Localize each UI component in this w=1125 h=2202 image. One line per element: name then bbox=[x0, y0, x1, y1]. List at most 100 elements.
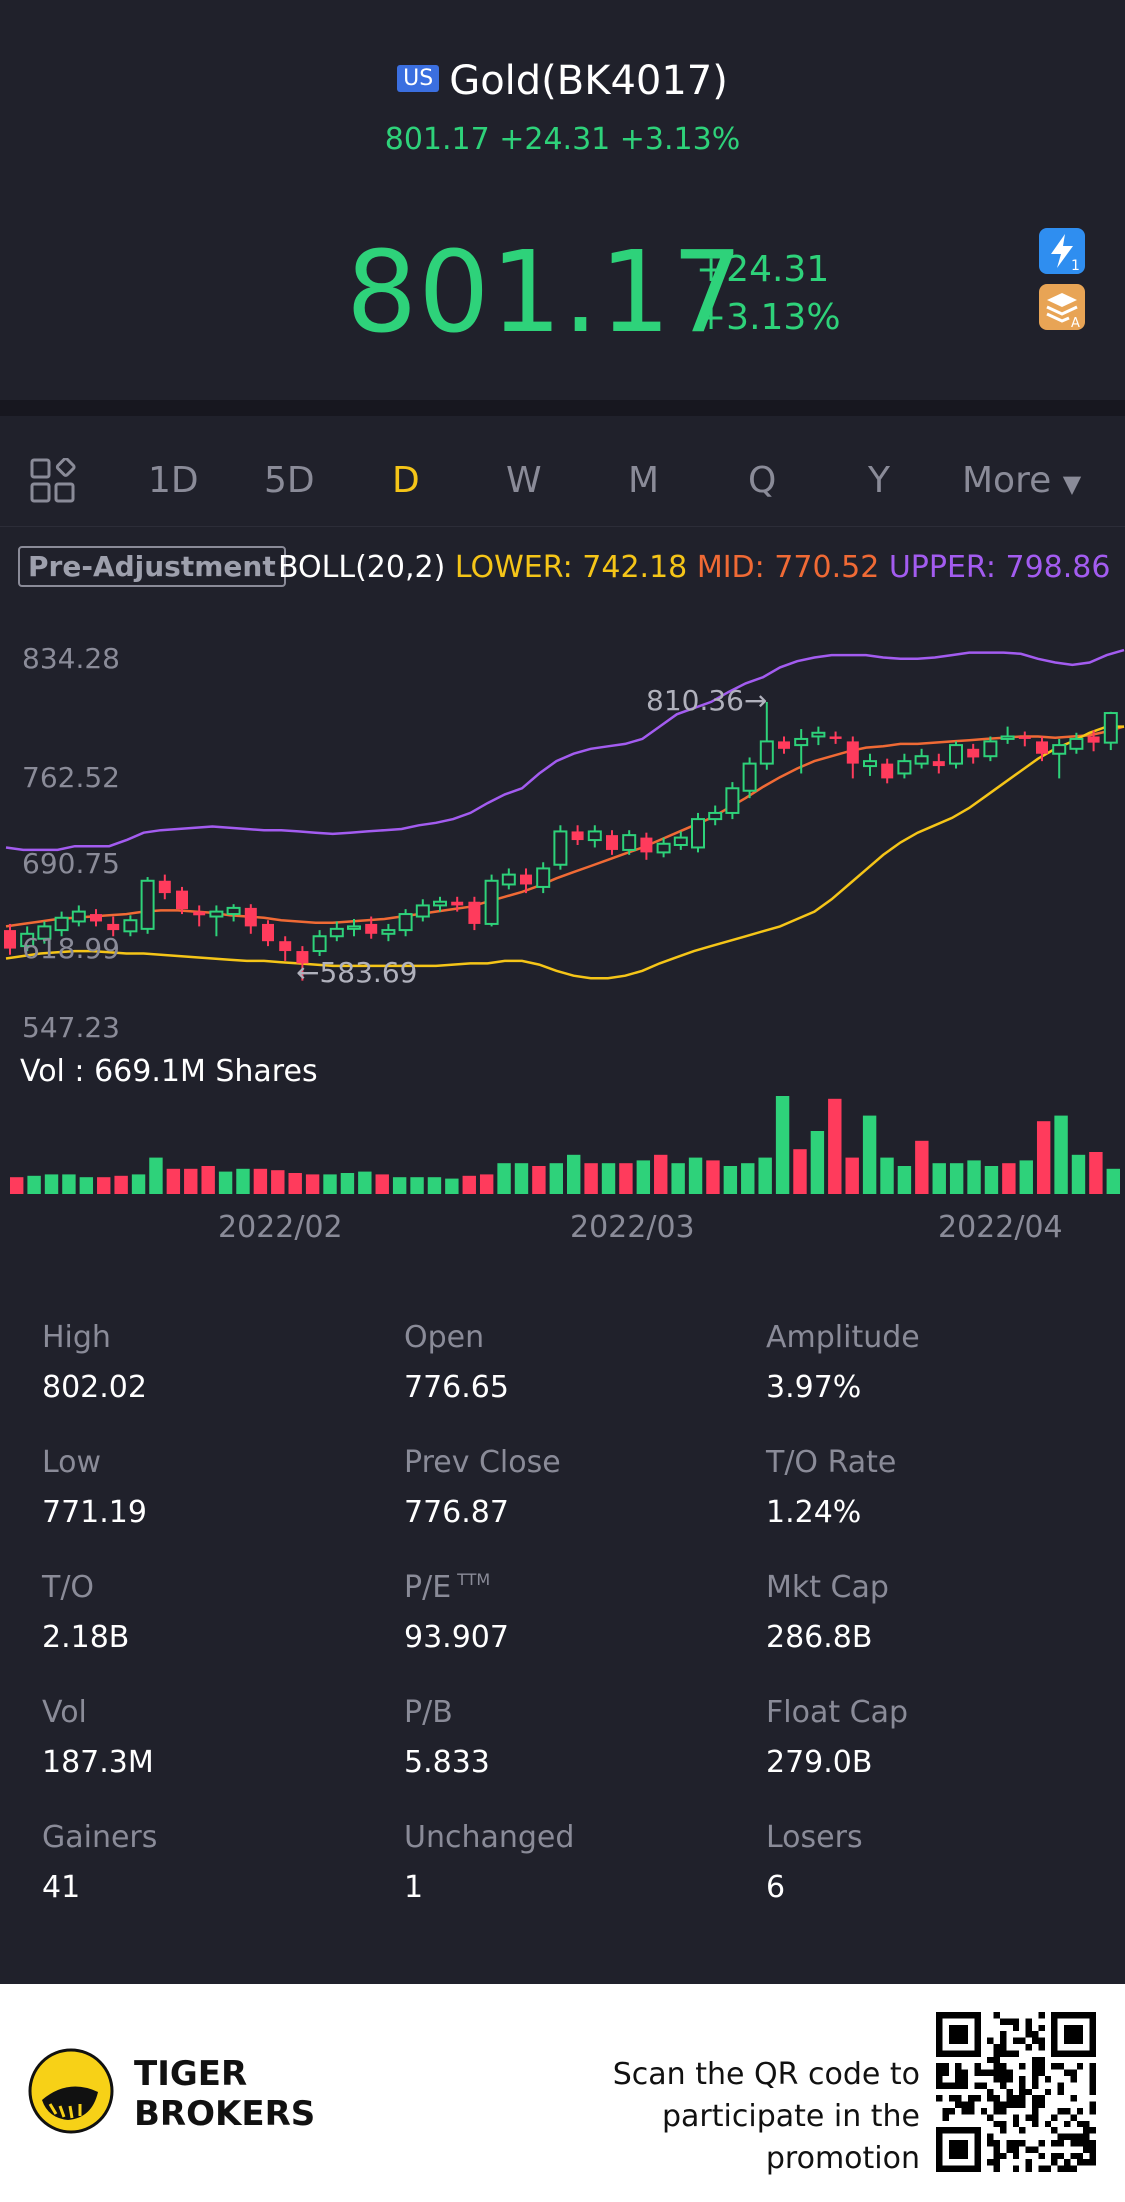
volume-bar bbox=[967, 1160, 981, 1194]
tab-1d[interactable]: 1D bbox=[148, 460, 199, 501]
stack-icon[interactable]: A bbox=[1039, 284, 1085, 331]
volume-bar bbox=[619, 1163, 633, 1194]
boll-indicator[interactable]: BOLL(20,2) LOWER: 742.18 MID: 770.52 UPP… bbox=[278, 550, 1110, 585]
candle-body bbox=[967, 748, 980, 758]
stat-value-pe: 93.907 bbox=[404, 1620, 509, 1655]
promo-line-1: Scan the QR code to bbox=[612, 2057, 920, 2092]
tab-q[interactable]: Q bbox=[748, 460, 777, 501]
volume-bar bbox=[567, 1154, 581, 1194]
stat-label-to-rate: T/O Rate bbox=[766, 1445, 897, 1480]
candle-body bbox=[742, 762, 757, 792]
candle-body bbox=[759, 740, 774, 765]
volume-bar bbox=[114, 1175, 128, 1194]
ttm-superscript: TTM bbox=[457, 1570, 491, 1589]
qr-code-icon[interactable] bbox=[936, 2012, 1096, 2176]
x-date-label: 2022/04 bbox=[938, 1210, 1063, 1245]
last-price: 801.17 bbox=[346, 228, 744, 358]
brand-name: TIGER BROKERS bbox=[134, 2054, 315, 2134]
stat-value-to-rate: 1.24% bbox=[766, 1495, 862, 1530]
layout-grid-icon[interactable] bbox=[30, 457, 76, 508]
tiger-logo-icon bbox=[28, 2048, 114, 2138]
candle-body bbox=[1000, 735, 1015, 740]
candle-body bbox=[1018, 736, 1031, 739]
candle-body bbox=[708, 811, 723, 821]
stat-label-pe: P/E TTM bbox=[404, 1570, 490, 1605]
candle-body bbox=[226, 906, 241, 916]
candle-body bbox=[262, 923, 274, 942]
pre-adjustment-toggle[interactable]: Pre-Adjustment bbox=[18, 546, 286, 587]
volume-bar bbox=[932, 1163, 946, 1194]
volume-bar bbox=[636, 1160, 651, 1194]
candle-body bbox=[725, 787, 740, 814]
candle-body bbox=[520, 874, 532, 885]
candle-body bbox=[468, 901, 481, 924]
stat-label-mkt-cap: Mkt Cap bbox=[766, 1570, 889, 1605]
stat-value-open: 776.65 bbox=[404, 1370, 509, 1405]
volume-bar bbox=[44, 1174, 59, 1194]
candle-body bbox=[1103, 712, 1118, 744]
candle-body bbox=[37, 925, 52, 940]
volume-bar bbox=[27, 1175, 41, 1194]
y-tick-label: 618.99 bbox=[22, 932, 120, 965]
candle-body bbox=[107, 923, 120, 931]
candle-body bbox=[983, 740, 998, 758]
candle-body bbox=[1069, 737, 1084, 750]
stat-label-open: Open bbox=[404, 1320, 485, 1355]
volume-bar bbox=[271, 1170, 285, 1194]
candle-body bbox=[794, 737, 809, 747]
boll-mid-line bbox=[5, 725, 1125, 928]
volume-bar bbox=[253, 1168, 268, 1194]
candle-body bbox=[640, 837, 653, 853]
stat-value-float-cap: 279.0B bbox=[766, 1745, 873, 1780]
volume-bar bbox=[131, 1174, 146, 1194]
price-change-block: +24.31 +3.13% bbox=[696, 246, 841, 342]
candle-body bbox=[451, 901, 464, 906]
candle-body bbox=[54, 916, 69, 932]
tab-w[interactable]: W bbox=[506, 460, 542, 501]
volume-bar bbox=[427, 1177, 442, 1194]
y-tick-label: 547.23 bbox=[22, 1011, 120, 1044]
candle-body bbox=[71, 910, 86, 923]
candle-body bbox=[140, 879, 155, 930]
candle-body bbox=[846, 741, 859, 764]
tab-y[interactable]: Y bbox=[868, 460, 890, 501]
stat-value-gainers: 41 bbox=[42, 1870, 81, 1905]
candle-body bbox=[484, 879, 499, 925]
volume-bar bbox=[984, 1166, 999, 1194]
tab-m[interactable]: M bbox=[628, 460, 660, 501]
candle-body bbox=[863, 760, 877, 768]
tab-d[interactable]: D bbox=[392, 460, 420, 501]
kline-svg bbox=[4, 648, 1125, 1194]
stat-label-losers: Losers bbox=[766, 1820, 863, 1855]
volume-bar bbox=[1036, 1121, 1051, 1194]
promo-footer: TIGER BROKERS Scan the QR code to partic… bbox=[0, 1984, 1125, 2202]
volume-bar bbox=[949, 1163, 964, 1194]
candle-body bbox=[897, 760, 912, 775]
volume-bar bbox=[862, 1115, 877, 1194]
volume-bar bbox=[1054, 1115, 1068, 1194]
volume-bar bbox=[410, 1177, 424, 1194]
boll-lower: LOWER: 742.18 bbox=[454, 550, 688, 585]
candle-body bbox=[881, 763, 894, 779]
candle-body bbox=[622, 834, 637, 851]
stat-label-prev-close: Prev Close bbox=[404, 1445, 561, 1480]
candle-body bbox=[312, 935, 327, 953]
candle-body bbox=[587, 830, 602, 842]
stat-label-low: Low bbox=[42, 1445, 102, 1480]
volume-bar bbox=[532, 1166, 546, 1194]
tab-more[interactable]: More ▼ bbox=[962, 460, 1081, 501]
volume-bar bbox=[340, 1173, 355, 1194]
volume-bar bbox=[323, 1174, 337, 1194]
low-value: 583.69 bbox=[319, 956, 418, 989]
volume-bar bbox=[236, 1168, 250, 1194]
candle-body bbox=[158, 880, 171, 894]
volume-bar bbox=[688, 1157, 703, 1194]
tab-5d[interactable]: 5D bbox=[264, 460, 315, 501]
lightning-icon[interactable]: 1 bbox=[1039, 228, 1085, 274]
candle-body bbox=[606, 835, 618, 850]
stat-label-high: High bbox=[42, 1320, 111, 1355]
boll-mid: MID: 770.52 bbox=[696, 550, 880, 585]
kline-chart[interactable] bbox=[0, 620, 1125, 1240]
volume-bar bbox=[775, 1096, 790, 1194]
stat-label-amplitude: Amplitude bbox=[766, 1320, 920, 1355]
